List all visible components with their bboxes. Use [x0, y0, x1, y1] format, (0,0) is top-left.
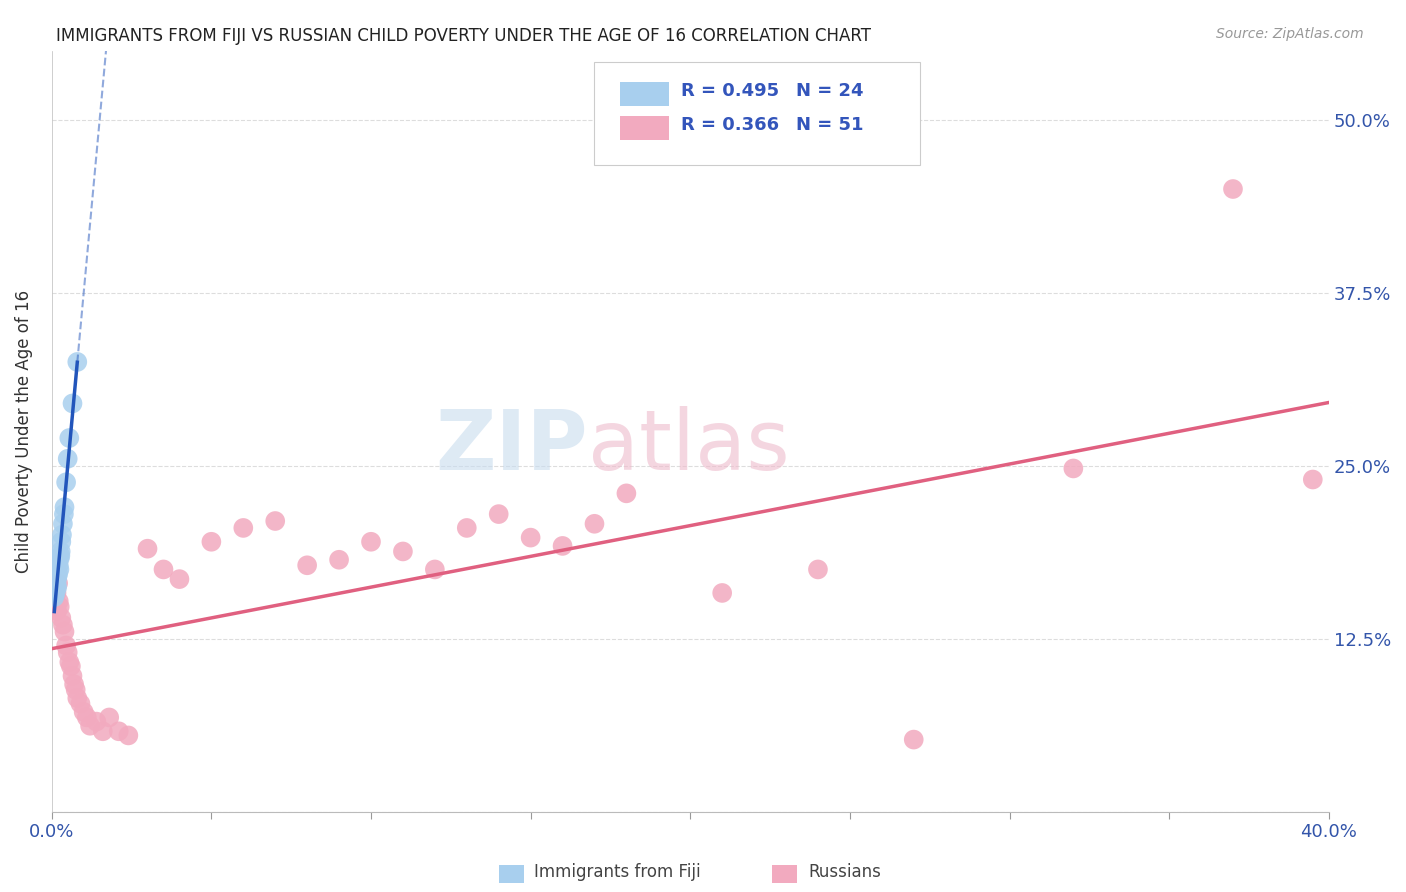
Point — [56, 645, 79, 659]
Point — [392, 544, 415, 558]
Point — [52, 617, 75, 632]
Point — [86, 714, 108, 729]
Text: atlas: atlas — [588, 406, 790, 487]
Point — [48, 599, 70, 614]
Point — [62, 396, 84, 410]
Point — [46, 566, 69, 581]
Point — [45, 586, 67, 600]
Point — [45, 599, 67, 614]
Point — [136, 541, 159, 556]
Point — [423, 562, 446, 576]
Text: IMMIGRANTS FROM FIJI VS RUSSIAN CHILD POVERTY UNDER THE AGE OF 16 CORRELATION CH: IMMIGRANTS FROM FIJI VS RUSSIAN CHILD PO… — [56, 27, 872, 45]
Text: R = 0.495: R = 0.495 — [682, 82, 779, 100]
Point — [46, 581, 69, 595]
Point — [45, 586, 67, 600]
Point — [51, 534, 73, 549]
Point — [55, 639, 77, 653]
Point — [79, 719, 101, 733]
Point — [49, 549, 72, 563]
Point — [56, 451, 79, 466]
Point — [200, 534, 222, 549]
Point — [48, 551, 70, 566]
Point — [51, 528, 73, 542]
Point — [48, 594, 70, 608]
Point — [1302, 473, 1324, 487]
Point — [66, 355, 89, 369]
Text: Immigrants from Fiji: Immigrants from Fiji — [534, 863, 702, 881]
Text: N = 51: N = 51 — [796, 116, 863, 134]
FancyBboxPatch shape — [620, 116, 668, 140]
Text: R = 0.366: R = 0.366 — [682, 116, 779, 134]
Text: ZIP: ZIP — [436, 406, 588, 487]
Point — [65, 682, 87, 697]
Point — [58, 431, 80, 445]
Point — [69, 697, 91, 711]
Point — [53, 500, 76, 515]
Point — [66, 691, 89, 706]
Point — [48, 558, 70, 573]
Point — [98, 710, 121, 724]
Point — [616, 486, 638, 500]
Point — [51, 611, 73, 625]
Point — [1222, 182, 1244, 196]
Point — [519, 531, 541, 545]
Point — [328, 553, 350, 567]
Point — [45, 576, 67, 591]
Point — [583, 516, 606, 531]
Point — [46, 576, 69, 591]
Point — [58, 655, 80, 669]
Point — [46, 569, 69, 583]
Point — [117, 728, 139, 742]
Point — [295, 558, 318, 573]
FancyBboxPatch shape — [595, 62, 920, 165]
Point — [45, 579, 67, 593]
Point — [264, 514, 287, 528]
Point — [76, 710, 98, 724]
Point — [63, 677, 86, 691]
Point — [107, 724, 129, 739]
Text: N = 24: N = 24 — [796, 82, 863, 100]
Point — [48, 562, 70, 576]
Point — [52, 516, 75, 531]
Point — [232, 521, 254, 535]
Point — [46, 604, 69, 618]
Point — [55, 475, 77, 490]
Point — [53, 624, 76, 639]
Point — [91, 724, 114, 739]
Point — [52, 507, 75, 521]
Point — [45, 572, 67, 586]
Point — [1062, 461, 1084, 475]
Point — [49, 544, 72, 558]
Text: Source: ZipAtlas.com: Source: ZipAtlas.com — [1216, 27, 1364, 41]
Point — [44, 581, 66, 595]
Point — [807, 562, 830, 576]
Point — [169, 572, 191, 586]
Point — [360, 534, 382, 549]
Point — [44, 590, 66, 604]
Point — [551, 539, 574, 553]
Point — [59, 659, 82, 673]
FancyBboxPatch shape — [620, 82, 668, 106]
Point — [711, 586, 734, 600]
Point — [488, 507, 510, 521]
Point — [152, 562, 174, 576]
Text: Russians: Russians — [808, 863, 882, 881]
Point — [456, 521, 478, 535]
Point — [44, 583, 66, 598]
Point — [73, 705, 96, 719]
Point — [903, 732, 925, 747]
Y-axis label: Child Poverty Under the Age of 16: Child Poverty Under the Age of 16 — [15, 290, 32, 573]
Point — [62, 669, 84, 683]
Point — [44, 590, 66, 604]
